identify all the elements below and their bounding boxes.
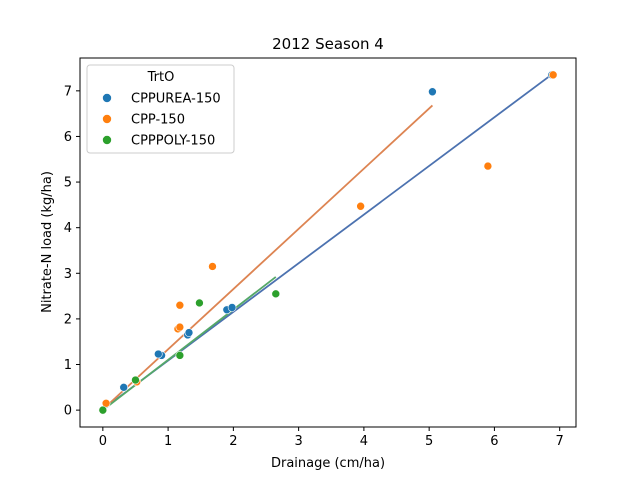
data-point-cppurea-150 xyxy=(154,349,163,359)
data-point-cpp-150 xyxy=(175,300,185,310)
x-tick-label: 3 xyxy=(294,434,302,449)
legend-marker xyxy=(102,114,112,124)
data-point-cpp-150 xyxy=(208,262,217,271)
x-tick-label: 5 xyxy=(425,434,433,449)
data-point-cpp-150 xyxy=(101,398,111,408)
data-point-cpppoly-150 xyxy=(98,405,108,415)
data-point-cpp-150 xyxy=(483,161,493,171)
y-tick-label: 1 xyxy=(64,358,72,373)
data-point-cpp-150 xyxy=(175,322,185,332)
data-point-cpppoly-150 xyxy=(175,351,185,360)
legend-label: CPPUREA-150 xyxy=(131,92,221,107)
y-tick-label: 0 xyxy=(64,404,72,419)
x-tick-label: 6 xyxy=(490,434,498,449)
data-point-cppurea-150 xyxy=(119,383,129,392)
legend-box xyxy=(86,64,235,154)
legend: TrtO CPPUREA-150 CPP-150 CPPPOLY-150 xyxy=(86,64,235,154)
data-point-cpp-150 xyxy=(356,201,365,211)
data-point-cpppoly-150 xyxy=(195,298,204,308)
data-point-cppurea-150 xyxy=(428,87,437,97)
legend-title: TrtO xyxy=(147,70,175,85)
y-axis-label: Nitrate-N load (kg/ha) xyxy=(40,171,55,313)
data-point-cpppoly-150 xyxy=(131,375,140,385)
y-tick-label: 4 xyxy=(64,221,72,236)
legend-label: CPPPOLY-150 xyxy=(131,134,215,149)
x-tick-label: 7 xyxy=(556,434,564,449)
fit-line-cpppoly-150 xyxy=(102,276,277,411)
chart-title: 2012 Season 4 xyxy=(272,35,384,53)
x-axis: 0 1 2 3 4 5 6 7 xyxy=(99,427,564,449)
x-axis-label: Drainage (cm/ha) xyxy=(271,456,385,471)
y-tick-label: 7 xyxy=(64,84,72,99)
y-axis: 0 1 2 3 4 5 6 7 xyxy=(64,84,80,419)
data-point-cppurea-150 xyxy=(184,328,194,337)
legend-marker xyxy=(102,135,112,145)
y-tick-label: 5 xyxy=(64,176,72,191)
plot-frame xyxy=(79,57,577,428)
x-tick-label: 2 xyxy=(229,434,237,449)
data-point-cpppoly-150 xyxy=(271,289,281,299)
data-point-cppurea-150 xyxy=(227,303,237,312)
data-point-cpp-150 xyxy=(548,70,558,80)
x-tick-label: 4 xyxy=(360,434,368,449)
y-tick-label: 3 xyxy=(64,267,72,282)
legend-label: CPP-150 xyxy=(131,113,185,128)
x-tick-label: 1 xyxy=(164,434,172,449)
x-tick-label: 0 xyxy=(99,434,107,449)
y-tick-label: 2 xyxy=(64,312,72,327)
plot-layer xyxy=(98,70,558,415)
y-tick-label: 6 xyxy=(64,130,72,145)
legend-marker xyxy=(102,93,112,103)
